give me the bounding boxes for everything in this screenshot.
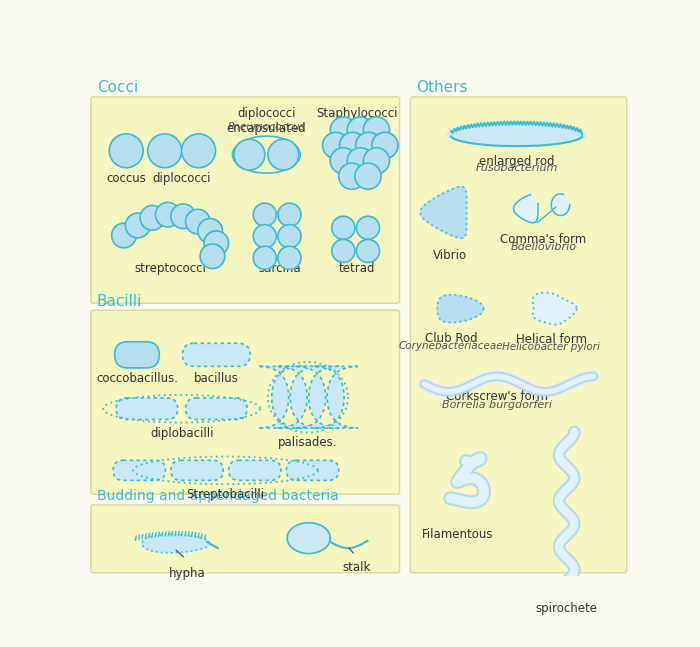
- Circle shape: [347, 148, 373, 174]
- Circle shape: [253, 225, 276, 248]
- Text: enlarged rod: enlarged rod: [479, 155, 554, 168]
- FancyBboxPatch shape: [171, 460, 223, 480]
- Circle shape: [140, 206, 164, 230]
- FancyBboxPatch shape: [115, 342, 160, 368]
- Text: Helicobacter pylori: Helicobacter pylori: [503, 342, 600, 352]
- Circle shape: [340, 132, 365, 159]
- Circle shape: [125, 213, 150, 238]
- Circle shape: [356, 132, 382, 159]
- FancyBboxPatch shape: [91, 97, 400, 303]
- Text: palisades.: palisades.: [278, 437, 337, 450]
- Circle shape: [330, 148, 356, 174]
- Circle shape: [186, 210, 210, 234]
- Text: Bdellovibrio: Bdellovibrio: [510, 241, 577, 252]
- Circle shape: [356, 216, 379, 239]
- Circle shape: [204, 231, 229, 256]
- Circle shape: [278, 225, 301, 248]
- Text: spirochete: spirochete: [536, 602, 598, 615]
- Circle shape: [356, 239, 379, 263]
- Circle shape: [109, 134, 144, 168]
- Polygon shape: [447, 125, 586, 146]
- Polygon shape: [421, 187, 467, 238]
- Circle shape: [332, 239, 355, 263]
- Circle shape: [171, 204, 195, 228]
- Circle shape: [155, 203, 180, 227]
- Circle shape: [268, 139, 299, 170]
- Circle shape: [278, 247, 301, 269]
- Text: Club Rod: Club Rod: [425, 332, 477, 345]
- Text: diplococci: diplococci: [153, 171, 211, 184]
- Polygon shape: [533, 292, 577, 325]
- Circle shape: [355, 163, 381, 190]
- Text: Helical form: Helical form: [516, 333, 587, 346]
- Text: coccobacillus.: coccobacillus.: [96, 372, 178, 385]
- Text: stalk: stalk: [342, 561, 370, 574]
- Text: Bacilli: Bacilli: [97, 294, 142, 309]
- Circle shape: [253, 247, 276, 269]
- Circle shape: [253, 203, 276, 226]
- Polygon shape: [287, 523, 330, 553]
- Text: tetrad: tetrad: [339, 263, 375, 276]
- Text: sarcina: sarcina: [259, 263, 302, 276]
- Circle shape: [323, 132, 349, 159]
- Text: Vibrio: Vibrio: [433, 248, 467, 261]
- Polygon shape: [552, 194, 570, 215]
- Text: Streptobacilli: Streptobacilli: [186, 488, 265, 501]
- Circle shape: [200, 244, 225, 269]
- FancyBboxPatch shape: [91, 310, 400, 494]
- Text: bacillus: bacillus: [194, 372, 239, 385]
- Text: Corynebacteriaceae: Corynebacteriaceae: [399, 341, 503, 351]
- FancyBboxPatch shape: [186, 398, 247, 419]
- FancyBboxPatch shape: [410, 97, 626, 573]
- Text: diplococci
encapsulated: diplococci encapsulated: [227, 107, 306, 135]
- Text: Cocci: Cocci: [97, 80, 138, 94]
- FancyBboxPatch shape: [314, 366, 358, 428]
- Text: coccus: coccus: [106, 171, 146, 184]
- FancyBboxPatch shape: [258, 366, 302, 428]
- Circle shape: [363, 148, 389, 174]
- Circle shape: [111, 223, 136, 248]
- Circle shape: [363, 117, 389, 143]
- Circle shape: [330, 117, 356, 143]
- Text: hypha: hypha: [169, 567, 205, 580]
- FancyBboxPatch shape: [286, 460, 339, 480]
- Text: Staphylococci: Staphylococci: [316, 107, 398, 120]
- FancyBboxPatch shape: [276, 366, 321, 428]
- FancyBboxPatch shape: [91, 505, 400, 573]
- FancyBboxPatch shape: [183, 344, 250, 366]
- Text: Borrelia burgdorferi: Borrelia burgdorferi: [442, 399, 552, 410]
- Circle shape: [234, 139, 265, 170]
- FancyBboxPatch shape: [116, 398, 178, 419]
- Circle shape: [339, 163, 365, 190]
- Text: streptococci: streptococci: [134, 263, 206, 276]
- Circle shape: [198, 219, 223, 243]
- Circle shape: [372, 132, 398, 159]
- Circle shape: [332, 216, 355, 239]
- Text: Others: Others: [416, 80, 468, 94]
- Text: Budding and appendaged bacteria: Budding and appendaged bacteria: [97, 488, 339, 503]
- Text: Filamentous: Filamentous: [421, 528, 493, 541]
- Text: diplobacilli: diplobacilli: [150, 427, 213, 440]
- Text: Corkscrew's form: Corkscrew's form: [447, 390, 548, 403]
- Polygon shape: [438, 295, 484, 322]
- Polygon shape: [514, 195, 538, 223]
- FancyBboxPatch shape: [295, 366, 340, 428]
- FancyBboxPatch shape: [229, 460, 281, 480]
- Circle shape: [182, 134, 216, 168]
- Circle shape: [347, 117, 373, 143]
- Circle shape: [278, 203, 301, 226]
- Text: Fusobacterium: Fusobacterium: [475, 163, 558, 173]
- Text: Pneumococcus: Pneumococcus: [228, 122, 305, 132]
- Circle shape: [148, 134, 182, 168]
- Text: Comma's form: Comma's form: [500, 233, 587, 246]
- FancyBboxPatch shape: [113, 460, 165, 480]
- Polygon shape: [142, 534, 210, 553]
